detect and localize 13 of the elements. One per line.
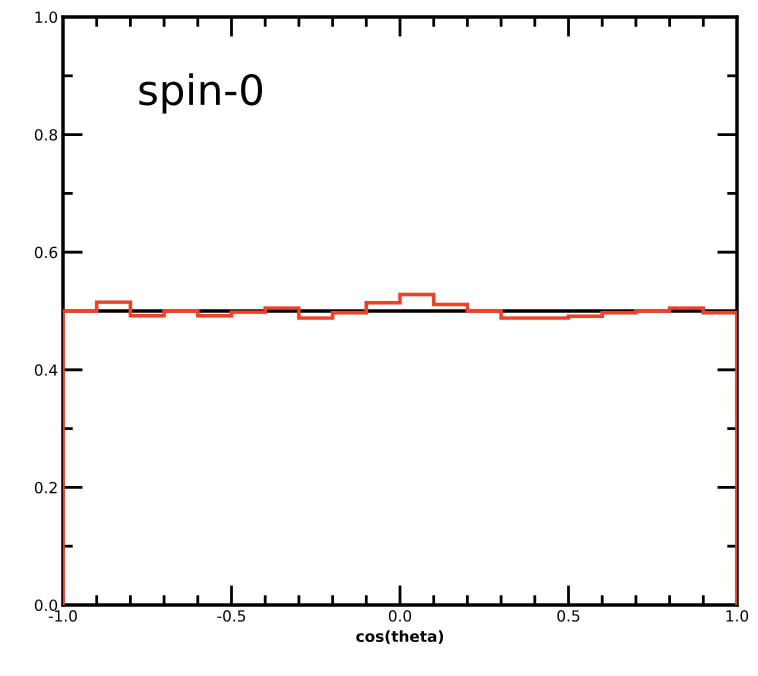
x-tick-label: 1.0 [726,610,748,622]
y-tick-label: 1.0 [36,11,58,24]
y-tick-label: 0.8 [34,129,58,141]
x-tick-label: -1.0 [48,610,77,622]
annotation: spin-0 [139,73,262,114]
x-tick-label: 0.0 [388,610,412,622]
x-tick-label: -0.5 [217,610,246,622]
y-tick-label: 0.0 [34,599,58,612]
x-axis-title: cos(theta) [356,630,444,644]
y-tick-label: 0.2 [34,482,57,494]
y-tick-label: 0.4 [34,364,58,376]
y-tick-label: 0.6 [34,246,58,258]
x-tick-label: 0.5 [557,610,580,622]
